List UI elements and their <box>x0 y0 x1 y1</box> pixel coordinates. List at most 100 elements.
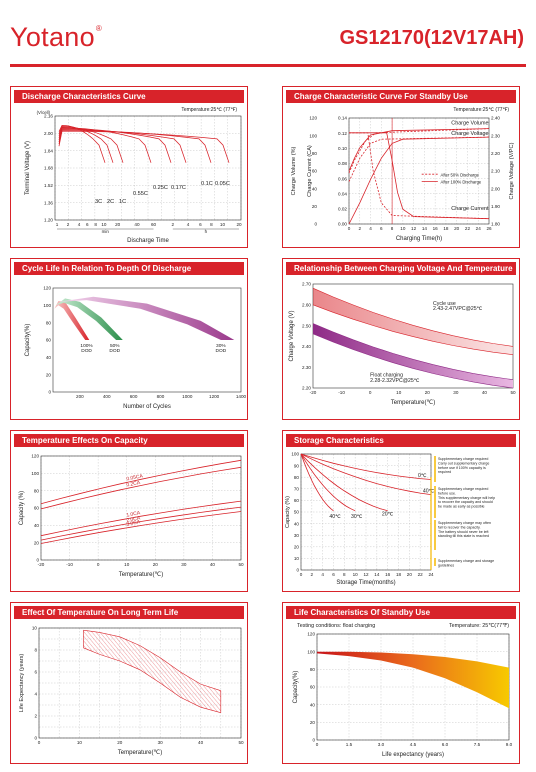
storage-line <box>300 453 432 480</box>
x-tick: 12 <box>411 226 417 231</box>
x-tick: 4.5 <box>410 742 417 747</box>
series-label: 0.55C <box>133 191 148 197</box>
x-tick: 10 <box>400 226 406 231</box>
x-tick: 8 <box>391 226 394 231</box>
y-axis-label: Capacity (%) <box>285 496 291 528</box>
dod-label: 30% <box>216 343 226 349</box>
y-tick-volume: 120 <box>309 116 317 121</box>
dod-label: DOD <box>109 348 120 354</box>
y-tick: 120 <box>43 286 51 291</box>
annotation: Temperature:25℃ (77℉) <box>181 107 237 113</box>
x-tick: 24 <box>476 226 482 231</box>
y-tick: 70 <box>294 487 300 492</box>
y-tick: 2.30 <box>302 365 311 370</box>
x-axis-label: Number of Cycles <box>123 404 171 410</box>
legend-label: After 100% Discharge <box>441 180 482 185</box>
x-axis-label: Charging Time(h) <box>396 236 442 242</box>
y-tick-volume: 60 <box>312 169 318 174</box>
float-charging-band <box>313 323 513 388</box>
x-tick: 50 <box>510 390 516 395</box>
y-axis-label: Capacity (%) <box>19 491 25 525</box>
y-tick: 120 <box>307 632 315 637</box>
note-text: standing till this state is reached <box>438 534 489 538</box>
y-tick: 2.70 <box>302 282 311 287</box>
y-tick-volume: 100 <box>309 133 317 138</box>
annotation-left: Testing conditions: float charging <box>297 623 375 629</box>
y-tick-voltage: 1.90 <box>491 204 500 209</box>
charge-standby-panel: Charge Characteristic Curve For Standby … <box>282 86 520 248</box>
charge-current-line <box>349 132 490 220</box>
brand-logo: Yotano® <box>10 22 103 52</box>
x-tick: 4 <box>187 222 190 227</box>
y-tick: 20 <box>294 545 300 550</box>
note-text: before use if 100% capacity is <box>438 466 486 470</box>
series-label: 1C <box>119 199 126 205</box>
note-text: Supplementary charge required <box>438 457 488 461</box>
y-tick: 20 <box>46 372 52 377</box>
y-tick: 60 <box>294 498 300 503</box>
x-tick: 1.5 <box>346 742 353 747</box>
x-tick: 12 <box>363 572 369 577</box>
note-text: be made as early as possible <box>438 505 485 509</box>
x-tick: 10 <box>220 222 226 227</box>
plot-frame <box>38 627 242 739</box>
series-label: 40℃ <box>423 488 435 494</box>
y-tick-voltage: 2.40 <box>491 116 500 121</box>
y-tick: 60 <box>46 338 52 343</box>
y-axis-label: Capacity(%) <box>25 324 31 357</box>
x-tick: 40 <box>134 222 140 227</box>
y-tick: 2.40 <box>302 344 311 349</box>
curve-label-voltage: Charge Voltage <box>451 131 488 137</box>
note-text: fail to recover the capacity. <box>438 525 480 529</box>
x-tick: 1 <box>56 222 59 227</box>
y-tick: 2.16 <box>44 114 53 119</box>
x-tick: 0 <box>97 562 100 567</box>
y-tick: 80 <box>34 488 40 493</box>
charge-volume-line <box>348 136 490 225</box>
x-axis-label: Temperature(℃) <box>119 572 163 578</box>
voltage-temp-chart: 2.70 2.60 2.50 2.40 2.30 2.20-20 -10 0 10 20 30 40 5… <box>289 282 516 406</box>
y-tick: 80 <box>294 475 300 480</box>
legend-label: After 50% Discharge <box>441 172 480 177</box>
y-tick-volume: 80 <box>312 151 318 156</box>
y-tick-current: 0.04 <box>338 191 347 196</box>
series-label: 3C <box>95 199 102 205</box>
x-unit-min: min <box>102 229 110 234</box>
cycle-life-panel: Cycle Life In Relation To Depth Of Disch… <box>10 258 248 420</box>
x-tick: 8 <box>343 572 346 577</box>
y-tick: 6 <box>34 670 37 675</box>
x-tick: 9.0 <box>506 742 513 747</box>
y-tick: 100 <box>31 471 39 476</box>
x-tick: 6.0 <box>442 742 449 747</box>
series-label: 2C <box>107 199 114 205</box>
y-tick-voltage: 2.20 <box>491 151 500 156</box>
y-tick: 60 <box>34 506 40 511</box>
life-band <box>83 630 221 713</box>
x-tick: 2 <box>67 222 70 227</box>
plot-frame <box>312 283 514 389</box>
y-axis-label-volume: Charge Volume (%) <box>291 146 297 195</box>
series-label: 2.0CA <box>126 515 141 524</box>
y-tick: 100 <box>291 452 299 457</box>
y-tick: 1.68 <box>44 166 53 171</box>
x-tick: 40 <box>198 740 204 745</box>
note-text: Supplementary charge may often <box>438 521 491 525</box>
cycle-use-label: Cycle use <box>433 301 456 307</box>
y-tick-current: 0.10 <box>338 146 347 151</box>
storage-line <box>300 453 334 512</box>
y-tick-volume: 40 <box>312 186 318 191</box>
dod-100-band <box>54 301 90 340</box>
y-tick: 80 <box>310 667 316 672</box>
series-label: 0℃ <box>418 473 427 479</box>
capacity-line <box>40 511 242 544</box>
y-axis-label: Life Expectancy (years) <box>19 654 25 713</box>
x-axis-label: Temperature(℃) <box>118 750 162 756</box>
x-tick: 16 <box>433 226 439 231</box>
x-tick: 0 <box>38 740 41 745</box>
y-tick: 2.50 <box>302 323 311 328</box>
capacity-line <box>40 500 242 537</box>
x-tick: 60 <box>151 222 157 227</box>
